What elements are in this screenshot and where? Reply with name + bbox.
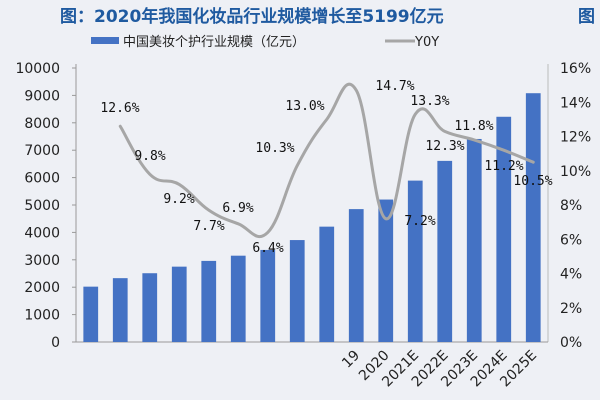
bar [319, 226, 335, 342]
bar [407, 180, 423, 342]
bar [466, 138, 482, 342]
left-tick-label: 2000 [24, 280, 60, 296]
yoy-data-label: 11.2% [484, 159, 523, 174]
bar [83, 286, 99, 342]
yoy-data-label: 10.5% [513, 174, 552, 189]
right-tick-label: 14% [560, 95, 591, 111]
yoy-data-label: 9.8% [134, 149, 165, 164]
bar [260, 249, 276, 342]
yoy-data-label: 10.3% [255, 141, 294, 156]
bar [348, 209, 364, 342]
bar [201, 260, 217, 342]
left-tick-label: 4000 [24, 225, 60, 241]
left-tick-label: 10000 [15, 61, 60, 77]
bar [378, 199, 394, 342]
right-tick-label: 2% [560, 301, 582, 317]
left-tick-label: 8000 [24, 116, 60, 132]
bar [437, 160, 453, 342]
right-tick-label: 10% [560, 164, 591, 180]
yoy-data-label: 12.3% [425, 139, 464, 154]
legend-bar-swatch [91, 37, 119, 44]
legend-line-label: Y0Y [414, 35, 439, 50]
yoy-data-label: 7.7% [193, 219, 224, 234]
left-tick-label: 9000 [24, 88, 60, 104]
yoy-data-label: 6.4% [252, 241, 283, 256]
yoy-data-label: 12.6% [100, 101, 139, 116]
bar [289, 240, 305, 342]
left-tick-label: 0 [51, 335, 60, 351]
yoy-data-label: 7.2% [404, 214, 435, 229]
legend-bar-label: 中国美妆个护行业规模（亿元） [123, 35, 305, 50]
right-tick-label: 6% [560, 232, 582, 248]
right-tick-label: 0% [560, 335, 582, 351]
right-tick-label: 8% [560, 198, 582, 214]
yoy-data-label: 13.3% [410, 94, 449, 109]
left-tick-label: 5000 [24, 198, 60, 214]
next-chart-title-cut: 图 [578, 7, 595, 27]
bar [525, 93, 541, 342]
left-tick-label: 7000 [24, 143, 60, 159]
bar [112, 278, 128, 342]
bar [496, 116, 512, 342]
yoy-data-label: 13.0% [285, 99, 324, 114]
left-tick-label: 6000 [24, 171, 60, 187]
right-tick-label: 12% [560, 130, 591, 146]
left-tick-label: 1000 [24, 308, 60, 324]
yoy-data-label: 9.2% [163, 192, 194, 207]
yoy-line [118, 82, 535, 239]
bar [171, 266, 187, 342]
right-tick-label: 4% [560, 267, 582, 283]
x-tick-label: 19 [339, 348, 363, 372]
yoy-data-label: 6.9% [222, 201, 253, 216]
bar [142, 273, 158, 342]
chart-title: 图：2020年我国化妆品行业规模增长至5199亿元 [60, 7, 444, 27]
right-tick-label: 16% [560, 61, 591, 77]
bar [230, 255, 246, 342]
yoy-data-label: 14.7% [375, 79, 414, 94]
yoy-data-label: 11.8% [454, 119, 493, 134]
left-tick-label: 3000 [24, 253, 60, 269]
